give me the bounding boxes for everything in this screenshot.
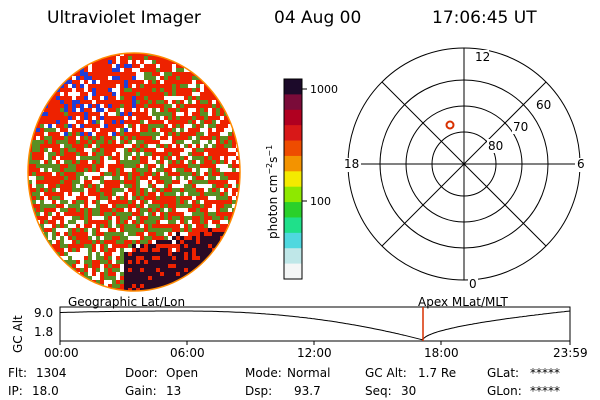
glon-label: GLon: xyxy=(487,384,522,398)
dsp-label: Dsp: xyxy=(245,384,273,398)
flt-value: 1304 xyxy=(36,366,67,380)
color-scale-cell xyxy=(284,202,302,219)
color-scale-cell xyxy=(284,125,302,142)
mlt-label-18: 18 xyxy=(344,157,359,171)
scale-tick-1000: 1000 xyxy=(310,83,338,96)
gc-alt-value: 1.7 Re xyxy=(418,366,457,380)
gain-label: Gain: xyxy=(125,384,157,398)
gc-alt-label: GC Alt: xyxy=(365,366,407,380)
color-scale-cell xyxy=(284,171,302,188)
time-tick-1200: 12:00 xyxy=(297,346,332,360)
image-time: 17:06:45 UT xyxy=(432,8,537,28)
mlat-label-60: 60 xyxy=(536,98,551,112)
door-value: Open xyxy=(166,366,199,380)
ip-label: IP: xyxy=(8,384,23,398)
altitude-track-panel: GC Alt 9.0 1.8 xyxy=(11,306,571,353)
time-tick-0000: 00:00 xyxy=(44,346,79,360)
color-scale-cell xyxy=(284,109,302,126)
gc-alt-axis-label: GC Alt xyxy=(11,315,25,353)
color-scale-label: photon cm−2s−1 xyxy=(266,145,280,239)
altitude-plot-frame xyxy=(59,306,571,342)
mlt-label-12: 12 xyxy=(475,50,490,64)
diagonal-meridian-2 xyxy=(381,81,547,247)
ip-value: 18.0 xyxy=(32,384,59,398)
glat-label: GLat: xyxy=(487,366,520,380)
alt-tick-high: 9.0 xyxy=(34,306,53,320)
geographic-label: Geographic Lat/Lon xyxy=(68,295,186,309)
mlt-label-6: 6 xyxy=(577,157,585,171)
time-tick-1800: 18:00 xyxy=(424,346,459,360)
color-scale-bar xyxy=(284,79,302,280)
color-scale-cell xyxy=(284,232,302,249)
mlat-label-70: 70 xyxy=(513,120,528,134)
glat-value: ***** xyxy=(530,366,560,380)
time-tick-2359: 23:59 xyxy=(553,346,588,360)
mode-label: Mode: xyxy=(245,366,282,380)
spacecraft-footpoint-marker xyxy=(445,120,455,130)
mlat-label-80: 80 xyxy=(488,139,503,153)
seq-value: 30 xyxy=(401,384,417,398)
uv-earth-image xyxy=(27,52,241,292)
door-label: Door: xyxy=(125,366,158,380)
color-scale-cell xyxy=(284,79,302,95)
scale-tick-100: 100 xyxy=(310,195,331,208)
color-scale-cell xyxy=(284,263,302,280)
dsp-value: 93.7 xyxy=(294,384,321,398)
color-scale-cell xyxy=(284,217,302,234)
alt-tick-low: 1.8 xyxy=(34,325,53,339)
gain-value: 13 xyxy=(166,384,182,398)
color-scale-cell xyxy=(284,94,302,111)
color-scale-cell xyxy=(284,186,302,203)
color-scale-cell xyxy=(284,155,302,172)
seq-label: Seq: xyxy=(365,384,392,398)
color-scale-cell xyxy=(284,140,302,157)
earth-limb xyxy=(27,52,241,292)
altitude-curve xyxy=(60,310,571,341)
flt-label: Flt: xyxy=(8,366,27,380)
mode-value: Normal xyxy=(287,366,331,380)
mlt-label-0: 0 xyxy=(469,277,477,291)
instrument-title: Ultraviolet Imager xyxy=(47,8,201,28)
apex-label: Apex MLat/MLT xyxy=(418,295,508,309)
glon-value: ***** xyxy=(530,384,560,398)
magnetic-polar-plot: 12 0 18 6 60 70 80 xyxy=(343,47,589,291)
color-scale-cell xyxy=(284,248,302,265)
image-date: 04 Aug 00 xyxy=(274,8,362,28)
color-scale: 1000 100 photon cm−2s−1 xyxy=(266,78,338,280)
time-tick-0600: 06:00 xyxy=(170,346,205,360)
uv-intensity-pixels xyxy=(28,53,240,291)
